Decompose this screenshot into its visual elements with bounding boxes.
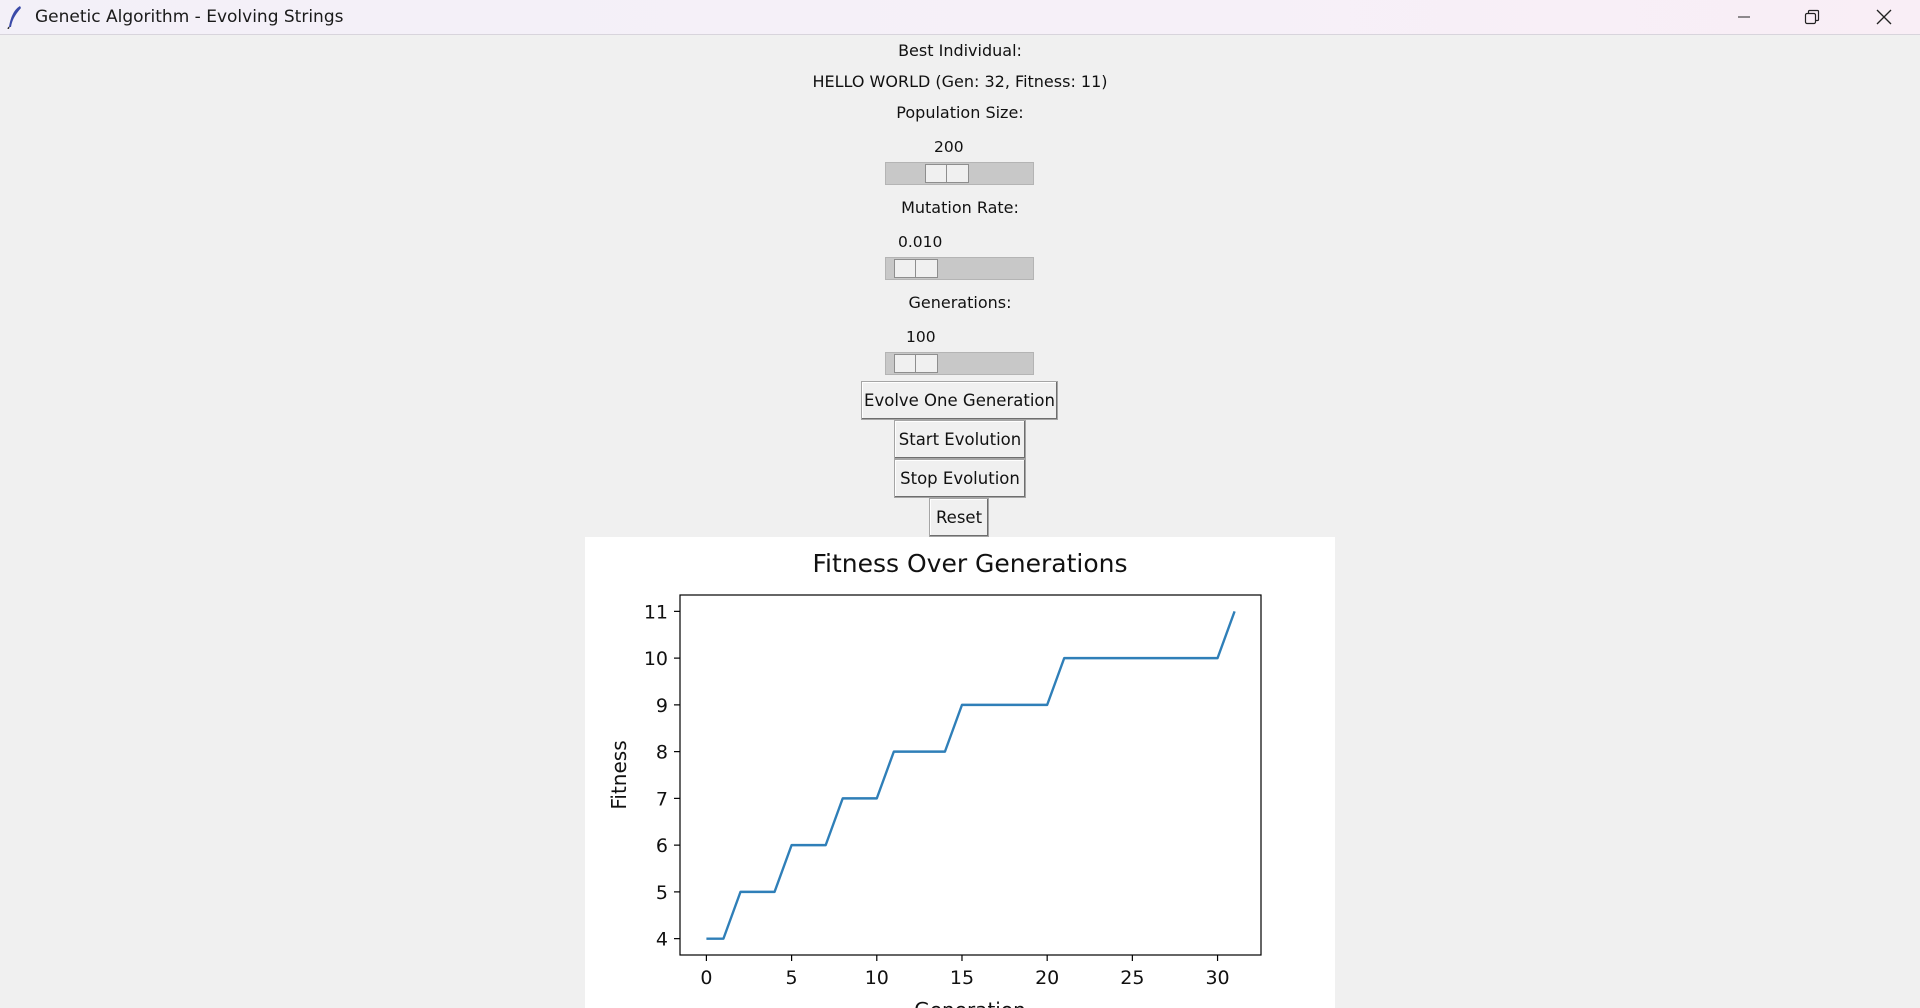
restore-button[interactable]	[1778, 0, 1846, 34]
close-button[interactable]	[1850, 0, 1918, 34]
stop-evolution-button[interactable]: Stop Evolution	[894, 459, 1026, 498]
x-tick-label: 15	[950, 967, 974, 989]
y-tick-label: 9	[656, 695, 668, 717]
chart-title: Fitness Over Generations	[812, 549, 1127, 578]
plot-area: 4 5 6 7 8 9 10 11 0 5 10 15 20 25 30	[644, 601, 1236, 989]
fitness-series-line	[706, 610, 1236, 940]
y-tick-label: 11	[644, 601, 668, 623]
x-tick-label: 0	[700, 967, 712, 989]
x-tick-label: 10	[865, 967, 889, 989]
plot-frame	[679, 594, 1262, 956]
start-evolution-button[interactable]: Start Evolution	[894, 420, 1026, 459]
generations-value: 100	[906, 328, 936, 346]
mutation-rate-slider[interactable]	[885, 257, 1034, 280]
mutation-rate-label: Mutation Rate:	[901, 198, 1019, 217]
population-size-value: 200	[934, 138, 964, 156]
generations-slider[interactable]	[885, 352, 1034, 375]
y-tick-label: 6	[656, 835, 668, 857]
generations-slider-handle[interactable]	[894, 354, 938, 373]
restore-icon	[1804, 9, 1820, 25]
title-bar: Genetic Algorithm - Evolving Strings	[0, 0, 1920, 35]
x-axis-label: Generation	[914, 998, 1026, 1008]
y-tick-label: 10	[644, 648, 668, 670]
y-tick-label: 4	[656, 929, 668, 951]
main-content: Best Individual: HELLO WORLD (Gen: 32, F…	[0, 35, 1920, 1008]
fitness-chart-svg: Fitness Over Generations 4 5 6 7 8 9 10 11 0 5 10 1…	[607, 549, 1262, 1008]
population-size-slider[interactable]	[885, 162, 1034, 185]
x-tick-label: 5	[786, 967, 798, 989]
window-title: Genetic Algorithm - Evolving Strings	[35, 7, 344, 27]
mutation-rate-slider-handle[interactable]	[894, 259, 938, 278]
population-size-label: Population Size:	[896, 103, 1024, 122]
y-axis-label: Fitness	[607, 740, 631, 809]
x-tick-label: 25	[1120, 967, 1144, 989]
best-individual-value: HELLO WORLD (Gen: 32, Fitness: 11)	[812, 72, 1108, 91]
generations-label: Generations:	[908, 293, 1012, 312]
y-tick-label: 8	[656, 742, 668, 764]
reset-button[interactable]: Reset	[929, 498, 989, 537]
close-icon	[1876, 9, 1892, 25]
mutation-rate-value: 0.010	[898, 233, 943, 251]
fitness-chart: Fitness Over Generations 4 5 6 7 8 9 10 11 0 5 10 1…	[585, 537, 1335, 1008]
minimize-button[interactable]	[1710, 0, 1778, 34]
y-tick-label: 5	[656, 882, 668, 904]
minimize-icon	[1737, 10, 1751, 24]
x-tick-label: 20	[1035, 967, 1059, 989]
population-size-slider-handle[interactable]	[925, 164, 969, 183]
best-individual-label: Best Individual:	[898, 41, 1022, 60]
feather-icon	[6, 5, 24, 30]
evolve-one-generation-button[interactable]: Evolve One Generation	[861, 381, 1058, 420]
x-tick-label: 30	[1205, 967, 1229, 989]
y-tick-label: 7	[656, 788, 668, 810]
